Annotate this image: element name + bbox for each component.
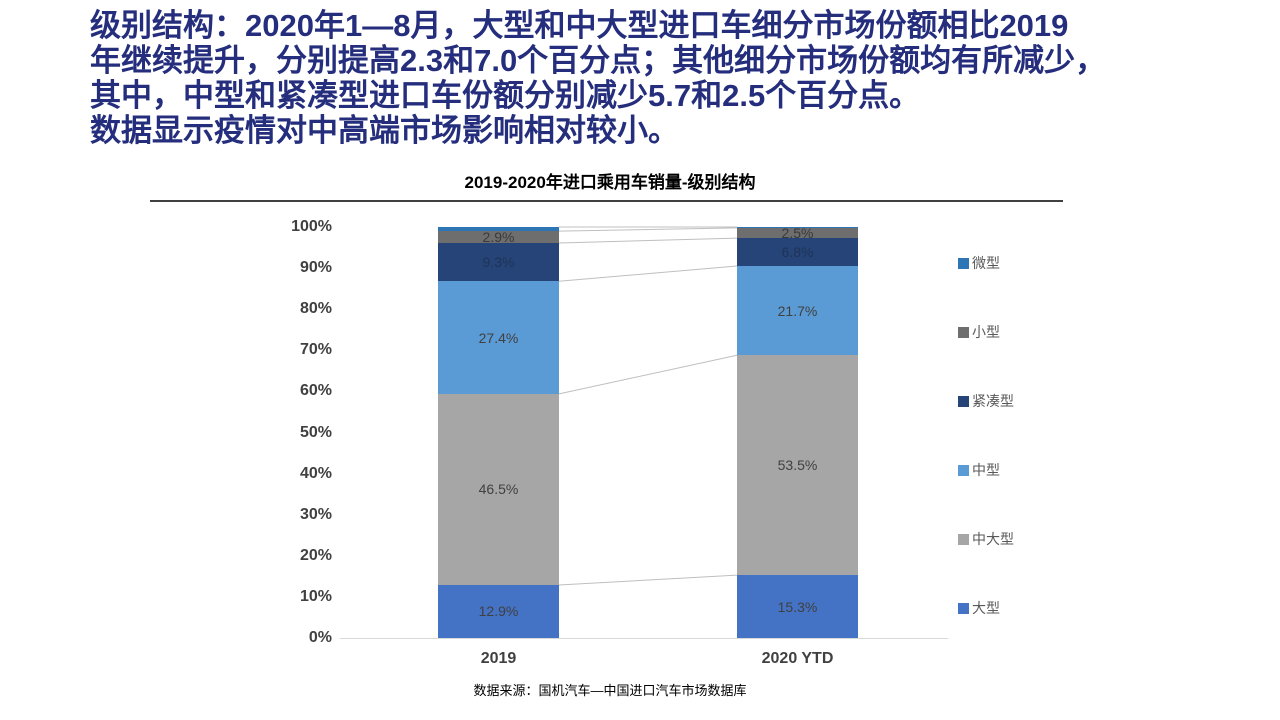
legend-item-微型: 微型 [958, 255, 1000, 271]
legend-swatch-微型 [958, 257, 969, 269]
bar-segment-label: 21.7% [777, 302, 818, 319]
y-axis-tick-label: 0% [308, 629, 332, 646]
bar-segment-大型-2019 [438, 584, 559, 638]
legend-swatch-大型 [958, 602, 969, 614]
headline-text-block: 级别结构：2020年1—8月，大型和中大型进口车细分市场份额相比2019 年继续… [90, 8, 1200, 148]
legend-item-大型: 大型 [958, 600, 1000, 616]
headline-line-1: 级别结构：2020年1—8月，大型和中大型进口车细分市场份额相比2019 [90, 8, 1069, 43]
connector-line-紧凑型 [558, 237, 738, 244]
bar-segment-紧凑型-2020 YTD [737, 238, 858, 267]
legend-item-紧凑型: 紧凑型 [958, 393, 1014, 409]
connector-line-小型 [558, 227, 738, 232]
bar-segment-label: 27.4% [478, 329, 519, 346]
connector-line-大型 [558, 574, 738, 586]
legend-label-微型: 微型 [972, 255, 1000, 271]
bar-segment-中大型-2019 [438, 393, 559, 585]
y-axis-tick-label: 60% [299, 382, 332, 400]
bar-segment-微型-2019 [438, 227, 559, 232]
bar-segment-label: 12.9% [478, 603, 519, 620]
y-axis-tick-label: 80% [299, 300, 332, 318]
bar-segment-label: 2.5% [781, 224, 814, 241]
bar-segment-小型-2019 [438, 231, 559, 244]
legend-swatch-小型 [958, 326, 969, 338]
legend-item-中型: 中型 [958, 462, 1000, 478]
legend-swatch-紧凑型 [958, 395, 969, 407]
data-source-caption: 数据来源：国机汽车—中国进口汽车市场数据库 [473, 683, 747, 698]
x-axis-line [340, 638, 948, 639]
bar-segment-label: 46.5% [478, 481, 519, 498]
legend-label-中大型: 中大型 [972, 531, 1014, 547]
bar-segment-大型-2020 YTD [737, 575, 858, 638]
bar-segment-小型-2020 YTD [737, 227, 858, 239]
bar-segment-label: 53.5% [777, 457, 818, 474]
bar-segment-紧凑型-2019 [438, 243, 559, 282]
x-axis-category-label: 2019 [480, 650, 517, 667]
bar-segment-微型-2020 YTD [737, 227, 858, 228]
connector-line-中大型 [558, 354, 738, 395]
y-axis-tick-label: 90% [299, 259, 332, 277]
legend-label-紧凑型: 紧凑型 [972, 393, 1014, 409]
legend-item-中大型: 中大型 [958, 531, 1014, 547]
x-axis-category-label: 2020 YTD [761, 650, 834, 667]
chart-title: 2019-2020年进口乘用车销量-级别结构 [464, 173, 756, 192]
bar-segment-label: 9.3% [482, 254, 515, 271]
y-axis-tick-label: 70% [299, 341, 332, 359]
y-axis-tick-label: 30% [299, 505, 332, 523]
bar-segment-label: 15.3% [777, 598, 818, 615]
y-axis-tick-label: 10% [299, 587, 332, 605]
headline-line-4: 数据显示疫情对中高端市场影响相对较小。 [90, 113, 679, 148]
legend-label-大型: 大型 [972, 600, 1000, 616]
legend-swatch-中大型 [958, 533, 969, 545]
connector-line-中型 [558, 265, 738, 282]
bar-segment-中大型-2020 YTD [737, 355, 858, 576]
headline-line-2: 年继续提升，分别提高2.3和7.0个百分点；其他细分市场份额均有所减少， [90, 43, 1107, 78]
y-axis-tick-label: 40% [299, 464, 332, 482]
y-axis-tick-label: 100% [291, 218, 332, 235]
headline-line-3: 其中，中型和紧凑型进口车份额分别减少5.7和2.5个百分点。 [90, 78, 921, 113]
bar-segment-中型-2020 YTD [737, 266, 858, 356]
title-underline-rule [150, 200, 1063, 202]
bar-segment-中型-2019 [438, 281, 559, 394]
legend-swatch-中型 [958, 464, 969, 476]
bar-segment-label: 6.8% [781, 244, 814, 261]
legend-label-小型: 小型 [972, 324, 1000, 340]
y-axis-tick-label: 50% [299, 423, 332, 441]
legend-label-中型: 中型 [972, 462, 1000, 478]
legend-item-小型: 小型 [958, 324, 1000, 340]
bar-segment-label: 2.9% [482, 229, 515, 246]
y-axis-tick-label: 20% [299, 546, 332, 564]
